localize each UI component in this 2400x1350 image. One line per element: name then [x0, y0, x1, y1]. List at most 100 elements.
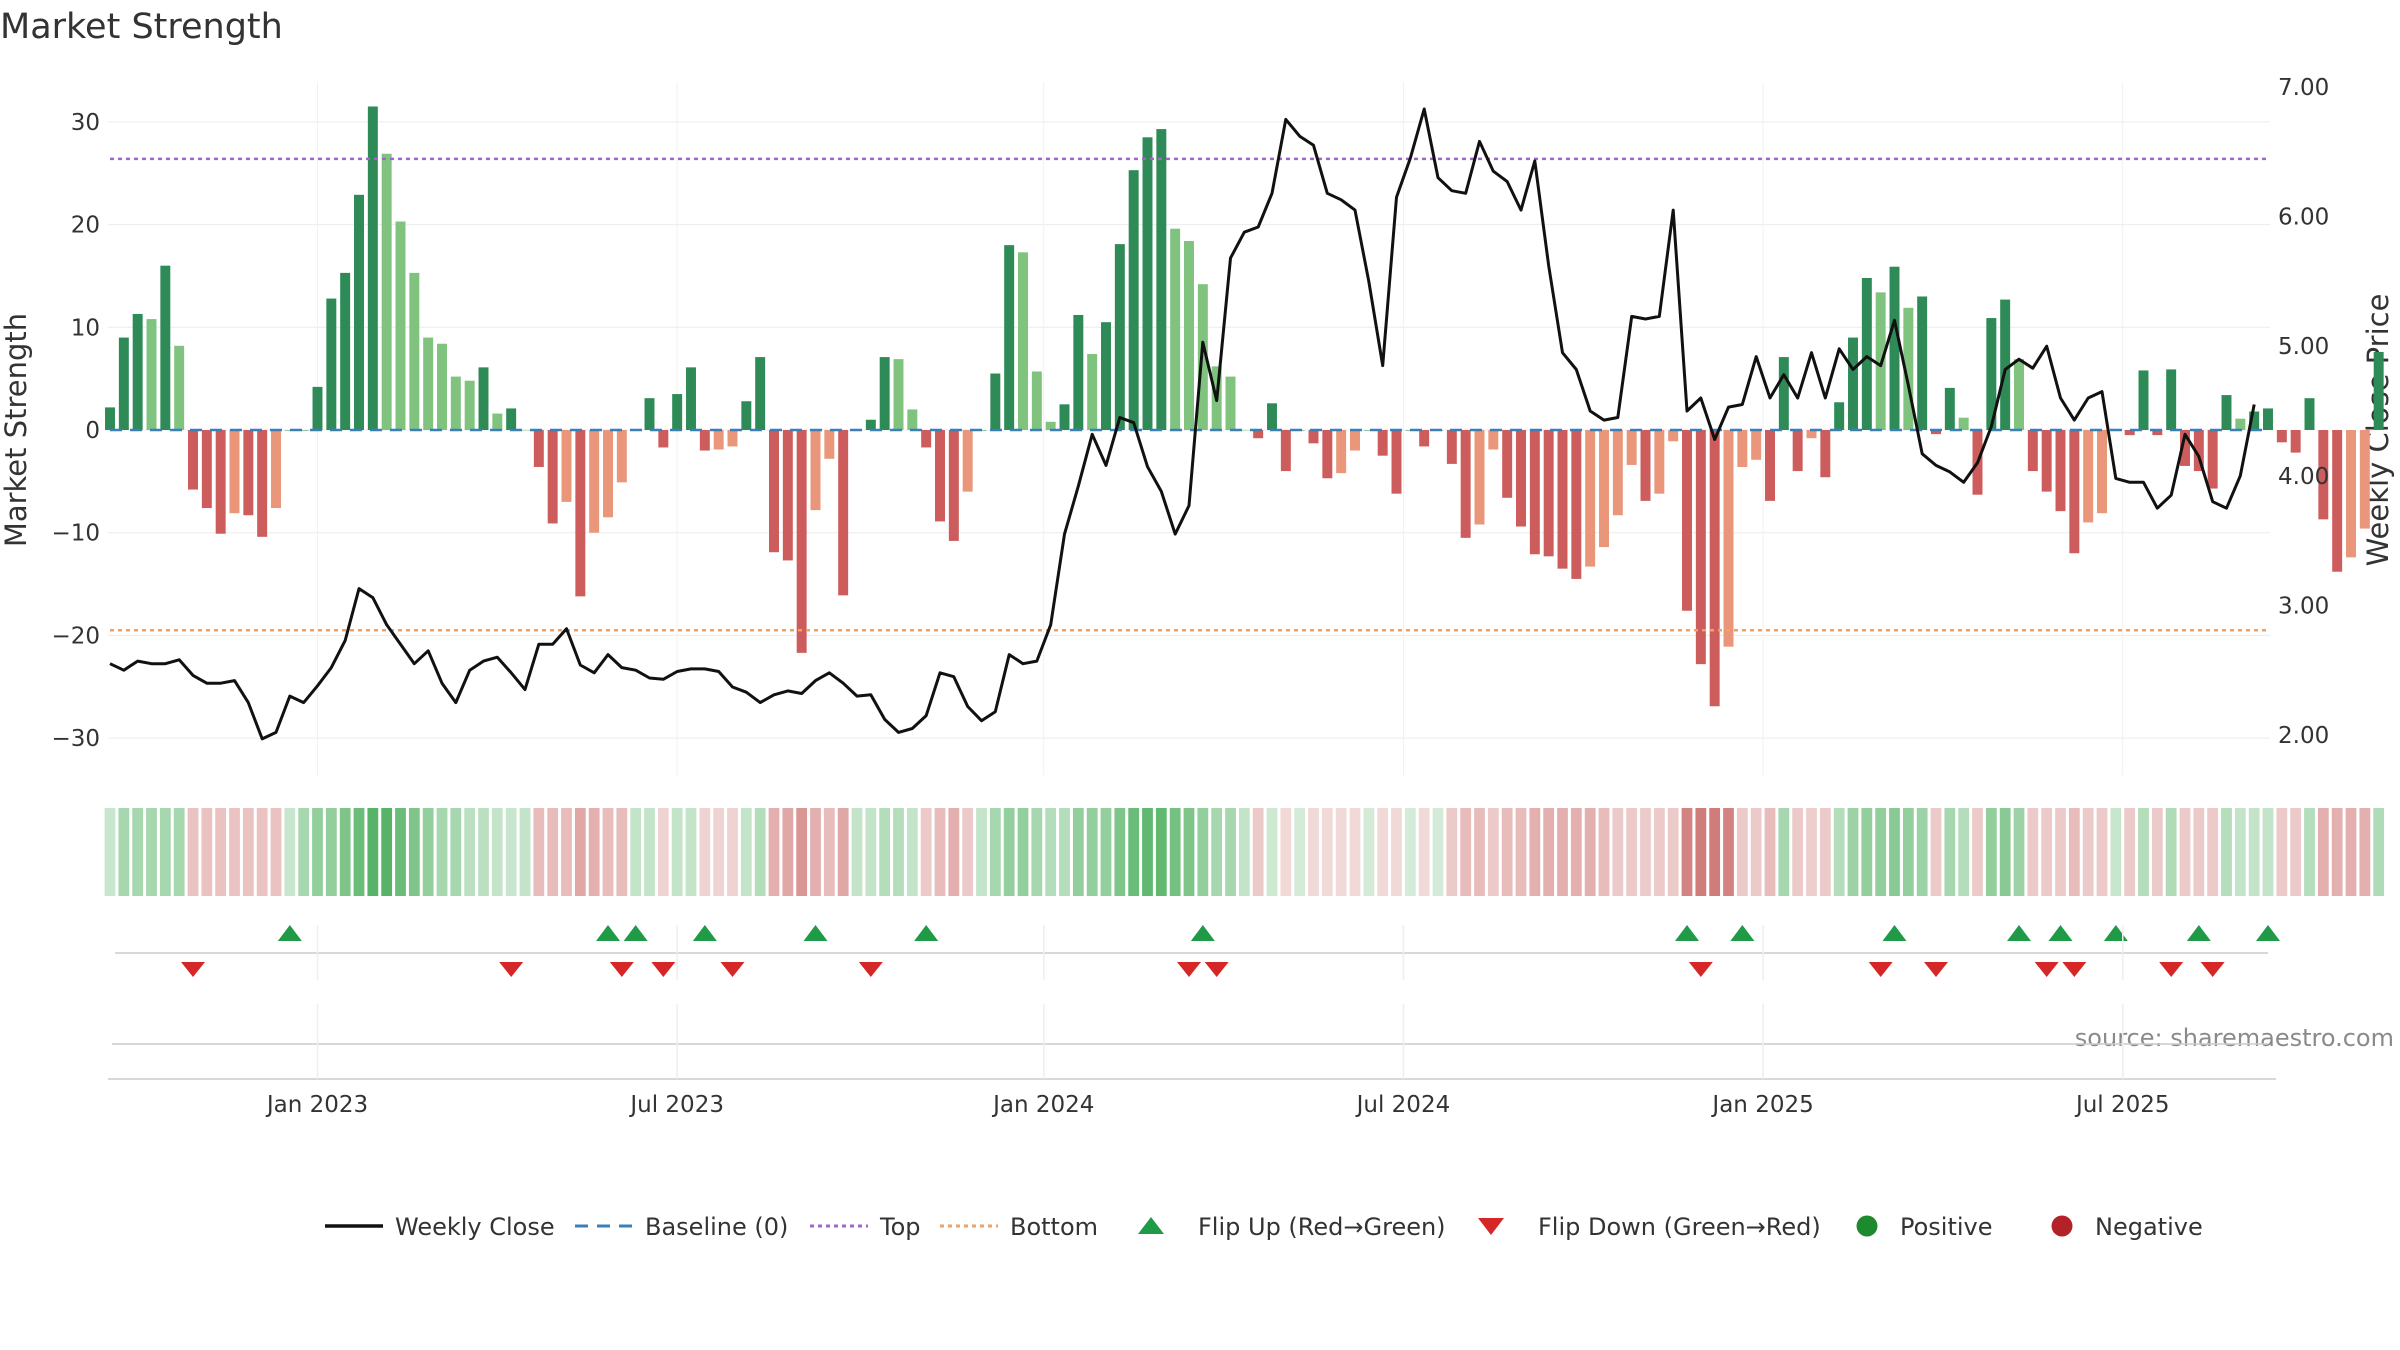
strip-cell	[2290, 808, 2302, 896]
flip-down-marker	[2062, 962, 2087, 977]
strip-cell	[644, 808, 655, 896]
strength-bar	[644, 398, 655, 430]
strip-cell	[2096, 808, 2108, 896]
strength-bar	[2193, 430, 2204, 472]
strip-cell	[962, 808, 974, 896]
legend-label: Negative	[2095, 1213, 2203, 1241]
strength-bar	[713, 430, 724, 450]
strength-bar	[2069, 430, 2080, 554]
flip-down-marker	[499, 962, 524, 977]
strength-bar	[907, 409, 918, 430]
strength-bar	[201, 430, 212, 509]
strength-bar	[2207, 430, 2218, 489]
strength-bar	[990, 373, 1001, 430]
y-axis-ticks: 30 20 10 0 −10 −20 −30	[51, 110, 100, 752]
strip-cell	[408, 808, 420, 896]
strip-cell	[851, 808, 863, 896]
strength-bar	[1917, 296, 1928, 430]
strip-cell	[1944, 808, 1956, 896]
strip-cell	[1335, 808, 1347, 896]
strip-cell	[464, 808, 476, 896]
strength-bar	[2318, 430, 2329, 520]
strength-bar	[1363, 430, 1374, 431]
strength-bar	[1239, 430, 1250, 431]
strip-cell	[796, 808, 808, 896]
strip-cell	[2179, 808, 2191, 896]
strip-cell	[948, 808, 960, 896]
y-tick-label: 30	[71, 110, 100, 136]
strength-bar	[395, 221, 406, 430]
strip-cell	[1501, 808, 1513, 896]
strength-bar	[879, 357, 890, 430]
flip-down-marker	[651, 962, 676, 977]
strength-bar	[1280, 430, 1291, 472]
strip-cell	[1114, 808, 1126, 896]
strength-bar	[2346, 430, 2356, 558]
strength-bar	[838, 430, 849, 596]
strength-bar	[1419, 430, 1430, 447]
strip-cell	[893, 808, 904, 896]
strength-bar	[1585, 430, 1596, 567]
strength-bar	[2000, 299, 2011, 430]
strength-bar	[616, 430, 627, 483]
strength-bar	[1377, 430, 1388, 456]
legend-label: Baseline (0)	[645, 1213, 788, 1241]
flip-markers	[112, 925, 2280, 1045]
strip-cell	[339, 808, 351, 896]
strength-bar	[1737, 430, 1748, 467]
strip-cell	[810, 808, 821, 896]
strip-cell	[1363, 808, 1375, 896]
strength-bar	[1170, 228, 1181, 430]
strip-cell	[574, 808, 586, 896]
y2-axis-ticks: 7.00 6.00 5.00 4.00 3.00 2.00	[2278, 75, 2329, 749]
flip-up-marker	[1882, 925, 1907, 941]
strength-bar	[284, 430, 295, 431]
strength-bar	[243, 430, 254, 516]
strength-bar	[2027, 430, 2038, 472]
flip-up-marker	[692, 925, 717, 941]
y-tick-label: 20	[71, 213, 100, 239]
legend-swatch-circle	[1856, 1215, 1878, 1237]
strip-cell	[1238, 808, 1250, 896]
strip-cell	[1819, 808, 1831, 896]
flip-up-marker	[2048, 925, 2073, 941]
weekly-close-line	[109, 107, 2256, 741]
strip-cell	[1557, 808, 1568, 896]
strip-cell	[1847, 808, 1859, 896]
strip-cell	[2207, 808, 2219, 896]
strength-bar	[1502, 430, 1513, 498]
strip-cell	[1958, 808, 1970, 896]
strip-cell	[1294, 808, 1306, 896]
flip-down-marker	[1688, 962, 1713, 977]
strength-bar	[1529, 430, 1540, 555]
strip-cell	[1045, 808, 1057, 896]
strength-bar	[2152, 430, 2163, 436]
strip-cell	[1155, 808, 1167, 896]
strength-bar	[132, 313, 143, 430]
flip-down-marker	[1868, 962, 1893, 977]
strip-cell	[159, 808, 171, 896]
strip-cell	[2110, 808, 2122, 896]
strip-cell	[1169, 808, 1181, 896]
strength-bar	[1640, 430, 1651, 501]
strength-bar	[2138, 370, 2149, 430]
strip-cell	[2262, 808, 2274, 896]
strength-bar	[1792, 430, 1803, 472]
strength-bar	[1709, 430, 1720, 707]
strip-cell	[2276, 808, 2288, 896]
legend: Weekly Close Baseline (0) Top Bottom Flip Up…	[325, 1213, 2203, 1241]
strength-bar	[699, 430, 710, 451]
strip-cell	[1861, 808, 1873, 896]
strip-cell	[2345, 808, 2357, 896]
strength-bar	[1834, 402, 1845, 430]
strength-bar	[1682, 430, 1692, 611]
strength-bar	[1903, 307, 1914, 430]
strength-bar	[686, 367, 696, 430]
strength-bar	[2041, 430, 2052, 492]
x-axis: Jan 2023 Jul 2023 Jan 2024 Jul 2024 Jan 2025…	[108, 925, 2276, 1118]
strip-cell	[1681, 808, 1693, 896]
strength-bar	[1308, 430, 1319, 444]
strip-cell	[1225, 808, 1236, 896]
strip-cell	[533, 808, 545, 896]
